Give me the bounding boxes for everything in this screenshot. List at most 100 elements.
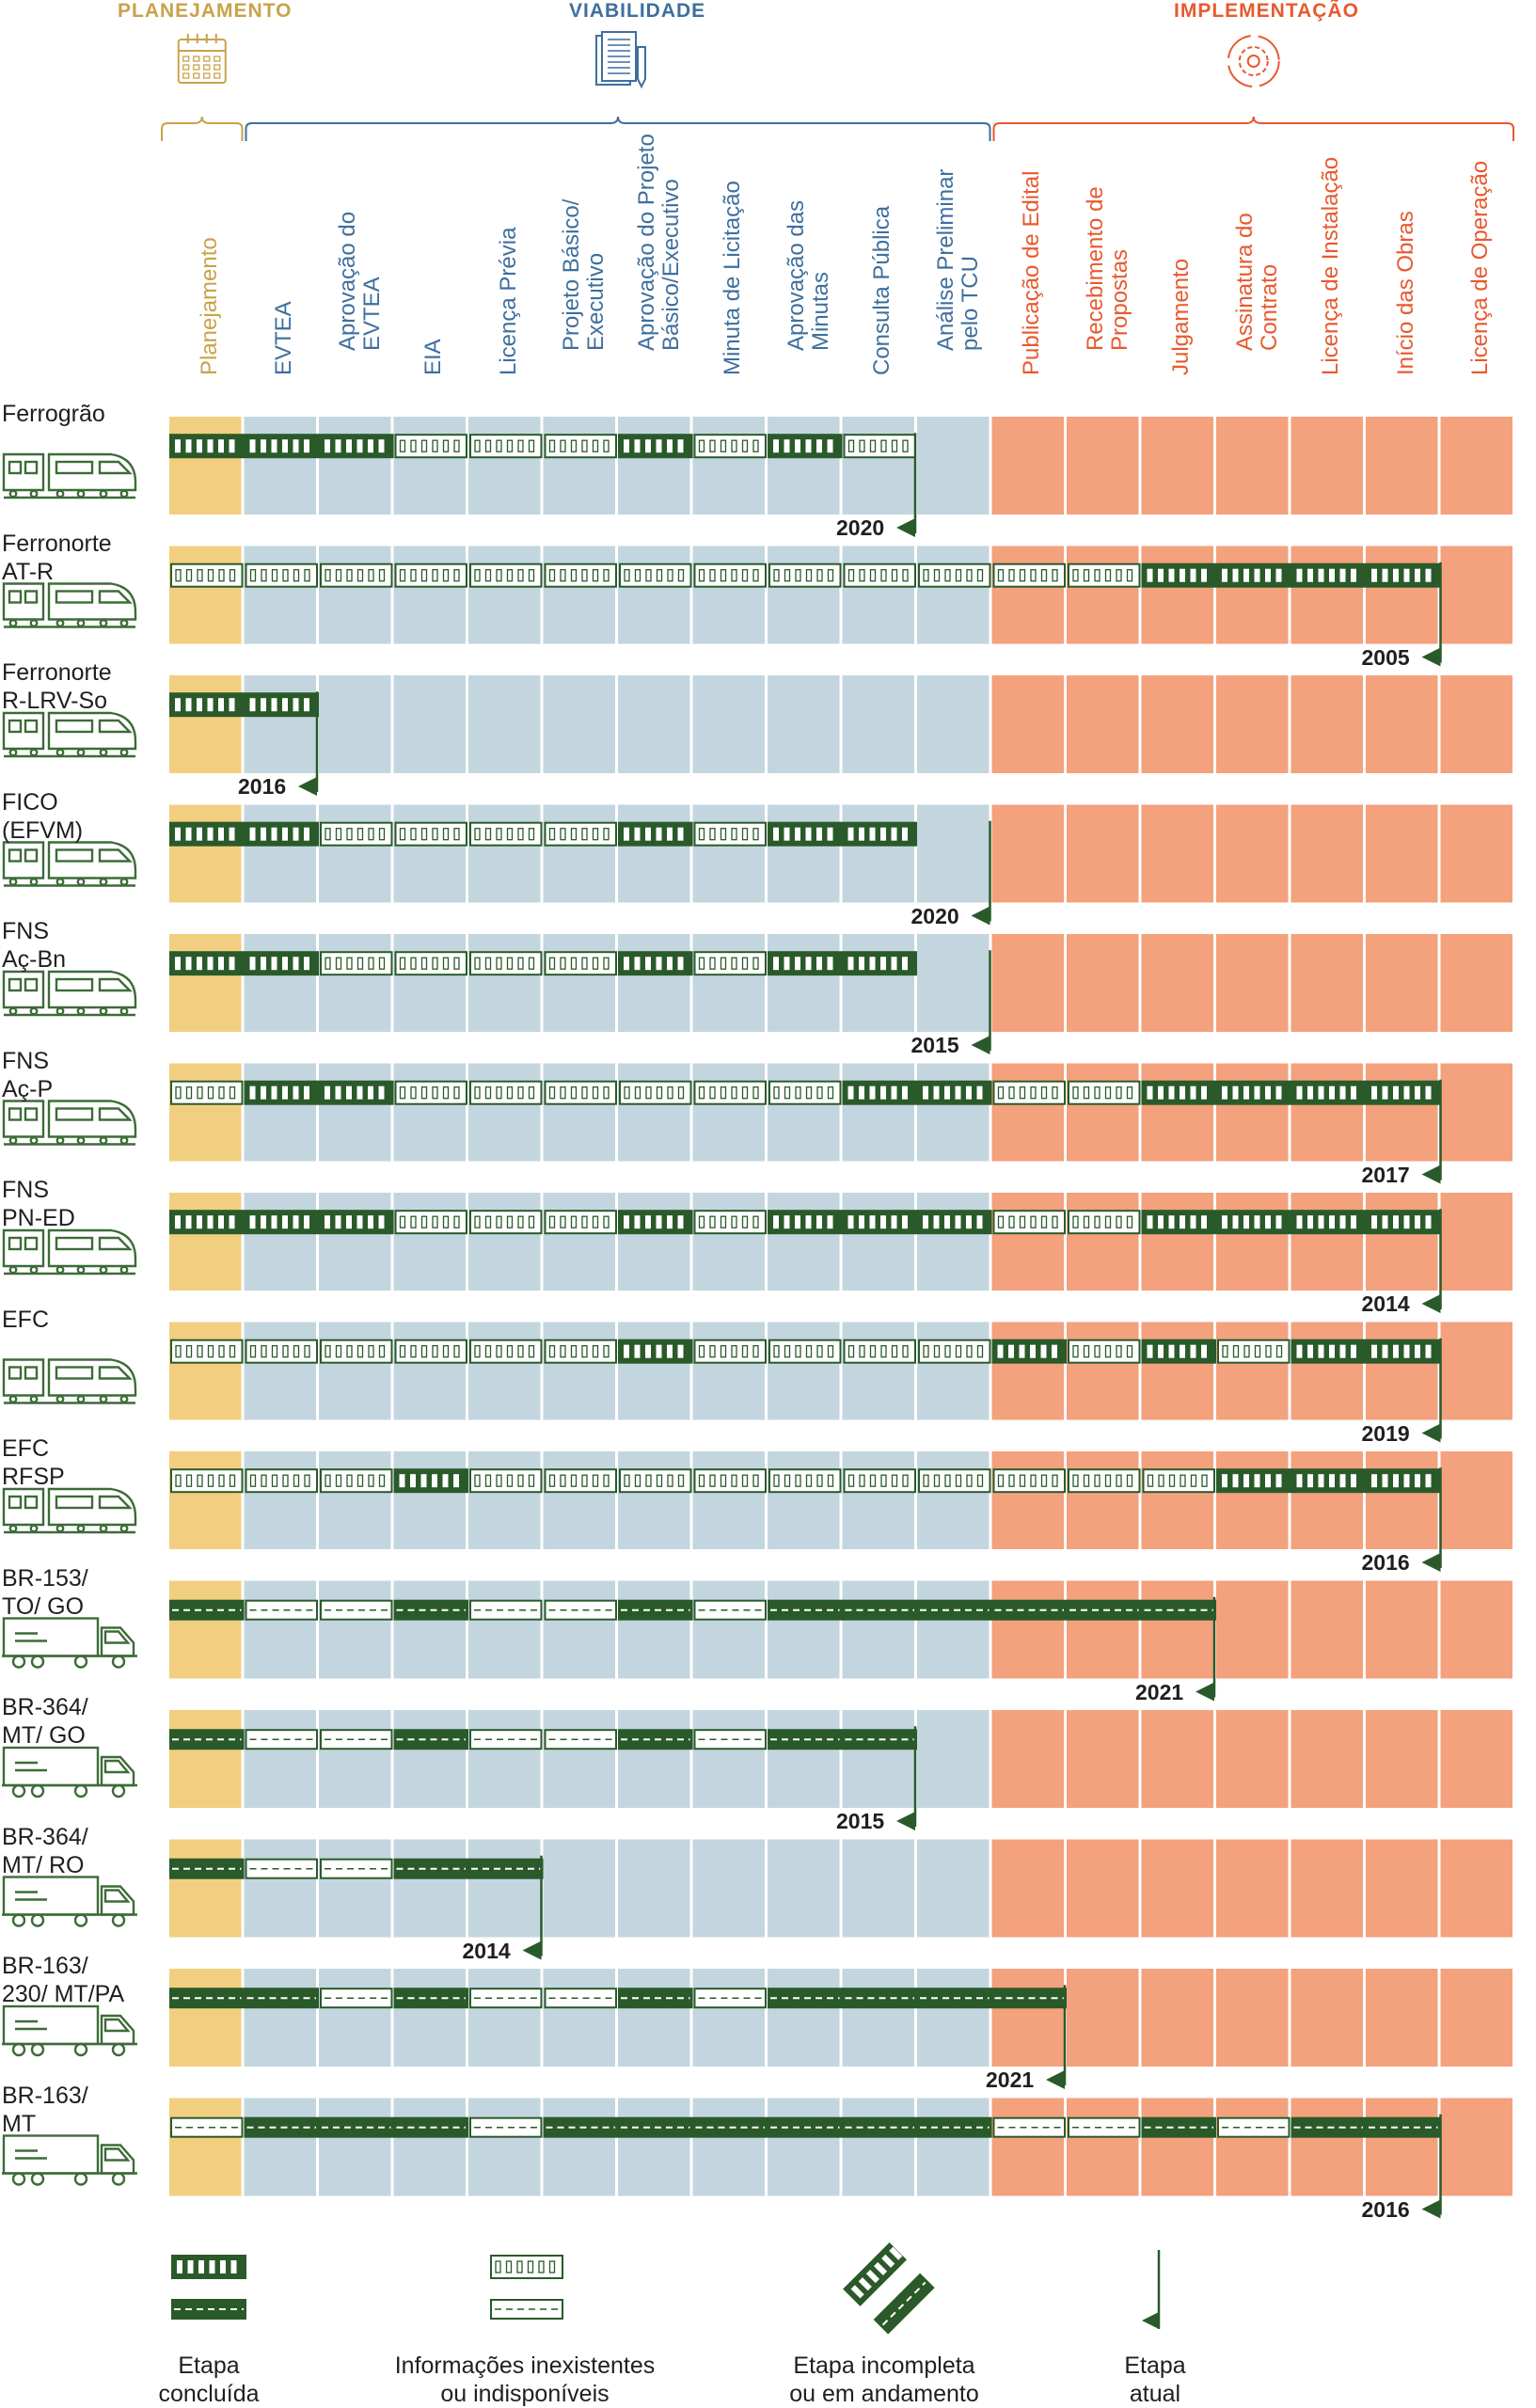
- track-segment-unavailable: [693, 1468, 767, 1494]
- row-label: EFC: [2, 1306, 49, 1333]
- row-label: BR-163/ MT: [2, 2082, 88, 2137]
- grid-cell: [1216, 675, 1289, 773]
- road-segment-unavailable: [469, 2116, 543, 2138]
- row-label: FNS PN-ED: [2, 1177, 75, 1231]
- track-segment-unavailable: [1217, 1339, 1291, 1364]
- grid-cell: [1216, 1451, 1289, 1549]
- row-label: FNS Aç-Bn: [2, 918, 67, 973]
- grid-cell: [244, 546, 316, 644]
- track-segment-unavailable: [693, 1080, 767, 1105]
- road-segment-unavailable: [544, 1988, 617, 2009]
- column-label: Análise Preliminar pelo TCU: [932, 168, 983, 351]
- grid-cell: [692, 1063, 765, 1162]
- track-segment-unavailable: [469, 562, 543, 588]
- grid-cell: [543, 546, 615, 644]
- grid-cell: [1216, 1580, 1289, 1679]
- grid-cell: [319, 1063, 391, 1162]
- row-track: [169, 1599, 1216, 1621]
- track-segment-done: [319, 1080, 394, 1105]
- road-segment-done: [244, 2116, 319, 2138]
- track-segment-unavailable: [469, 434, 543, 459]
- track-segment-done: [1216, 562, 1291, 588]
- track-segment-done: [244, 1080, 319, 1105]
- incomplete-symbol: [843, 2242, 935, 2335]
- road-segment-done: [169, 1729, 245, 1751]
- grid-cell: [917, 1063, 990, 1162]
- train-icon: [2, 1358, 137, 1404]
- row-background: [169, 1451, 1512, 1549]
- grid-cell: [1067, 1193, 1139, 1291]
- grid-cell: [618, 546, 690, 644]
- grid-cell: [991, 1193, 1064, 1291]
- current-stage-flag: [1421, 1079, 1442, 1184]
- track-segment-done: [171, 2255, 246, 2279]
- grid-cell: [692, 546, 765, 644]
- track-segment-done: [1291, 1339, 1366, 1364]
- grid-cell: [768, 546, 840, 644]
- grid-cell: [543, 1580, 615, 1679]
- grid-cell: [1366, 1710, 1438, 1808]
- track-segment-unavailable: [394, 1339, 467, 1364]
- grid-cell: [917, 1839, 990, 1938]
- grid-cell: [244, 417, 316, 515]
- road-segment-done: [1141, 2116, 1216, 2138]
- grid-cell: [842, 934, 914, 1032]
- grid-cell: [842, 1322, 914, 1420]
- track-segment-unavailable: [1068, 1210, 1141, 1235]
- track-segment-done: [843, 2242, 907, 2306]
- row-track: [170, 1468, 1441, 1494]
- road-segment-unavailable: [245, 1729, 318, 1751]
- track-segment-unavailable: [918, 562, 991, 588]
- road-segment-done: [169, 1599, 245, 1621]
- grid-cell: [917, 1451, 990, 1549]
- grid-cell: [768, 1969, 840, 2067]
- truck-icon: [2, 1876, 137, 1927]
- road-segment-unavailable: [1217, 2116, 1291, 2138]
- grid-cell: [319, 417, 391, 515]
- track-segment-done: [917, 1080, 992, 1105]
- road-segment-unavailable: [693, 1599, 767, 1621]
- track-segment-unavailable: [992, 562, 1066, 588]
- current-stage-flag: [1421, 562, 1442, 667]
- grid-cell: [1067, 1063, 1139, 1162]
- grid-cell: [991, 675, 1064, 773]
- road-segment-done: [618, 1599, 693, 1621]
- row-background: [169, 1193, 1512, 1291]
- road-segment-unavailable: [544, 1729, 617, 1751]
- grid-cell: [1291, 934, 1363, 1032]
- track-segment-unavailable: [843, 1468, 916, 1494]
- grid-cell: [692, 804, 765, 903]
- grid-cell: [1067, 1322, 1139, 1420]
- grid-cell: [1291, 804, 1363, 903]
- grid-cell: [468, 804, 541, 903]
- road-segment-unavailable: [170, 2116, 244, 2138]
- road-segment-done: [169, 1988, 245, 2009]
- grid-cell: [917, 546, 990, 644]
- grid-cell: [618, 675, 690, 773]
- grid-cell: [917, 2098, 990, 2196]
- grid-cell: [543, 1839, 615, 1938]
- grid-cell: [468, 1969, 541, 2067]
- grid-cell: [842, 417, 914, 515]
- grid-cell: [842, 804, 914, 903]
- track-segment-done: [1366, 1210, 1441, 1235]
- track-segment-unavailable: [170, 1080, 244, 1105]
- road-segment-done: [917, 2116, 992, 2138]
- grid-cell: [1291, 417, 1363, 515]
- grid-cell: [169, 1839, 242, 1938]
- train-icon: [2, 1487, 137, 1534]
- grid-cell: [543, 1193, 615, 1291]
- track-segment-done: [768, 1210, 843, 1235]
- road-segment-done: [393, 1599, 468, 1621]
- grid-cell: [991, 934, 1064, 1032]
- track-segment-unavailable: [918, 1339, 991, 1364]
- track-segment-unavailable: [394, 1080, 467, 1105]
- grid-cell: [618, 804, 690, 903]
- road-segment-done: [1067, 1599, 1142, 1621]
- grid-cell: [1440, 1710, 1512, 1808]
- road-segment-done: [618, 1988, 693, 2009]
- grid-cell: [543, 1322, 615, 1420]
- phase-bracket-0: [161, 116, 244, 141]
- grid-cell: [1291, 1193, 1363, 1291]
- current-symbol: [1142, 2250, 1161, 2329]
